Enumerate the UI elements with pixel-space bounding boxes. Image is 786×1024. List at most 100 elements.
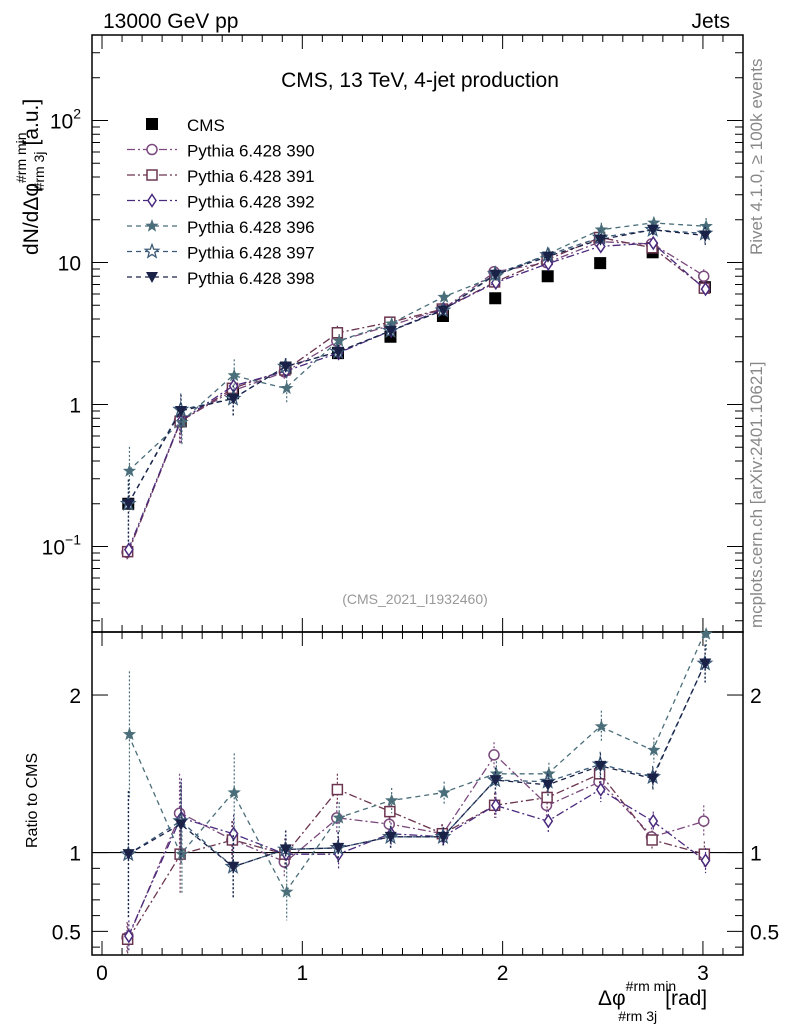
- ratio-tick-label-right: 2: [750, 685, 762, 708]
- data-point: [543, 256, 554, 272]
- ratio-point: [646, 773, 659, 785]
- y-tick-base: 1: [69, 395, 81, 418]
- y-label-sup: #rm min: [13, 132, 29, 183]
- ratio-line: [127, 772, 706, 940]
- ratio-tick-label-right: 0.5: [750, 921, 779, 944]
- ratio-point: [699, 658, 712, 670]
- rivet-label: Rivet 4.1.0, ≥ 100k events: [747, 59, 766, 255]
- ratio-point: [541, 791, 553, 804]
- ratio-point: [227, 861, 240, 873]
- data-point: [437, 290, 451, 303]
- y-axis-label: dN/dΔφ#rm min #rm 3j [a.u.]: [13, 99, 47, 255]
- ratio-point: [332, 842, 345, 854]
- data-point: [384, 325, 397, 337]
- data-point: [175, 415, 189, 428]
- data-point: [122, 464, 137, 477]
- ratio-tick-label-left: 1: [69, 843, 81, 866]
- data-point: [647, 215, 661, 229]
- x-tick-label: 0: [96, 962, 108, 985]
- data-point: [697, 270, 710, 283]
- ratio-point: [437, 785, 451, 799]
- data-point: [227, 368, 241, 382]
- y-label-base: dN/dΔφ: [20, 183, 43, 255]
- y-tick-exp: 2: [73, 105, 81, 121]
- data-point: [280, 381, 294, 394]
- data-point: [332, 346, 345, 358]
- analysis-id: (CMS_2021_I1932460): [342, 591, 488, 607]
- mcplots-label: mcplots.cern.ch [arXiv:2401.10621]: [747, 362, 766, 628]
- data-point: [227, 393, 240, 405]
- x-tick-label: 2: [497, 962, 509, 985]
- ratio-point: [175, 819, 188, 831]
- legend-label: Pythia 6.428 392: [187, 193, 315, 212]
- data-point: [331, 327, 344, 339]
- ratio-point: [331, 783, 344, 796]
- series-line: [127, 242, 706, 550]
- legend-label: Pythia 6.428 391: [187, 167, 315, 186]
- ratio-point: [489, 775, 502, 787]
- ratio-point: [595, 782, 606, 797]
- x-label-base: Δφ: [598, 987, 626, 1010]
- ratio-point: [280, 885, 294, 898]
- ratio-line: [127, 753, 706, 938]
- data-point: [122, 498, 135, 510]
- ratio-point: [699, 627, 713, 640]
- ratio-axis-label: Ratio to CMS: [24, 753, 41, 848]
- data-point: [489, 292, 502, 305]
- ratio-point: [437, 831, 450, 843]
- ratio-point: [700, 853, 711, 868]
- x-tick-label: 1: [296, 962, 308, 985]
- ratio-tick-label-left: 0.5: [52, 921, 81, 944]
- ratio-point: [646, 834, 658, 846]
- ratio-point: [594, 760, 607, 772]
- legend-marker: [143, 242, 161, 259]
- energy-label: 13000 GeV pp: [103, 10, 238, 33]
- ratio-point: [384, 805, 396, 818]
- legend-marker: [146, 169, 158, 181]
- series-6: [122, 224, 712, 918]
- y-tick-label: 10: [58, 252, 81, 275]
- ratio-point: [697, 815, 710, 827]
- y-tick-label: 10−1: [42, 532, 82, 560]
- series-5: [119, 220, 714, 918]
- data-point: [594, 234, 607, 246]
- legend-label: CMS: [187, 116, 225, 135]
- y-label-unit: [a.u.]: [20, 99, 43, 146]
- data-point: [648, 235, 659, 251]
- ratio-point: [384, 831, 397, 843]
- legend-label: Pythia 6.428 397: [187, 244, 315, 263]
- ratio-point: [542, 779, 554, 791]
- y-label-sub: #rm 3j: [31, 152, 47, 191]
- y-tick-base: 10: [58, 252, 81, 275]
- series-line: [127, 241, 706, 553]
- legend-label: Pythia 6.428 398: [187, 269, 315, 288]
- ratio-point: [594, 719, 608, 733]
- legend-marker: [146, 143, 158, 156]
- data-point: [279, 361, 292, 373]
- ratio-point: [490, 797, 501, 813]
- x-label-unit: [rad]: [665, 987, 707, 1010]
- data-point: [595, 238, 606, 254]
- ratio-point: [279, 844, 292, 856]
- series-line: [127, 229, 705, 505]
- data-point: [385, 316, 399, 330]
- data-point: [542, 251, 554, 263]
- ratio-point: [332, 810, 346, 824]
- data-point: [489, 269, 502, 281]
- ratio-point: [122, 849, 135, 861]
- y-tick-label: 1: [69, 395, 81, 418]
- data-point: [175, 405, 188, 417]
- data-point: [594, 257, 607, 270]
- ratio-point: [543, 813, 554, 829]
- x-label-sub: #rm 3j: [618, 1008, 657, 1024]
- legend-marker: [145, 219, 159, 232]
- data-point: [700, 281, 711, 297]
- ratio-point: [488, 749, 500, 761]
- legend-marker: [146, 272, 158, 283]
- legend-label: Pythia 6.428 390: [187, 142, 315, 161]
- series-line: [127, 222, 705, 472]
- y-tick-base: 10: [50, 110, 73, 133]
- legend-label: Pythia 6.428 396: [187, 218, 315, 237]
- ratio-point: [227, 785, 241, 799]
